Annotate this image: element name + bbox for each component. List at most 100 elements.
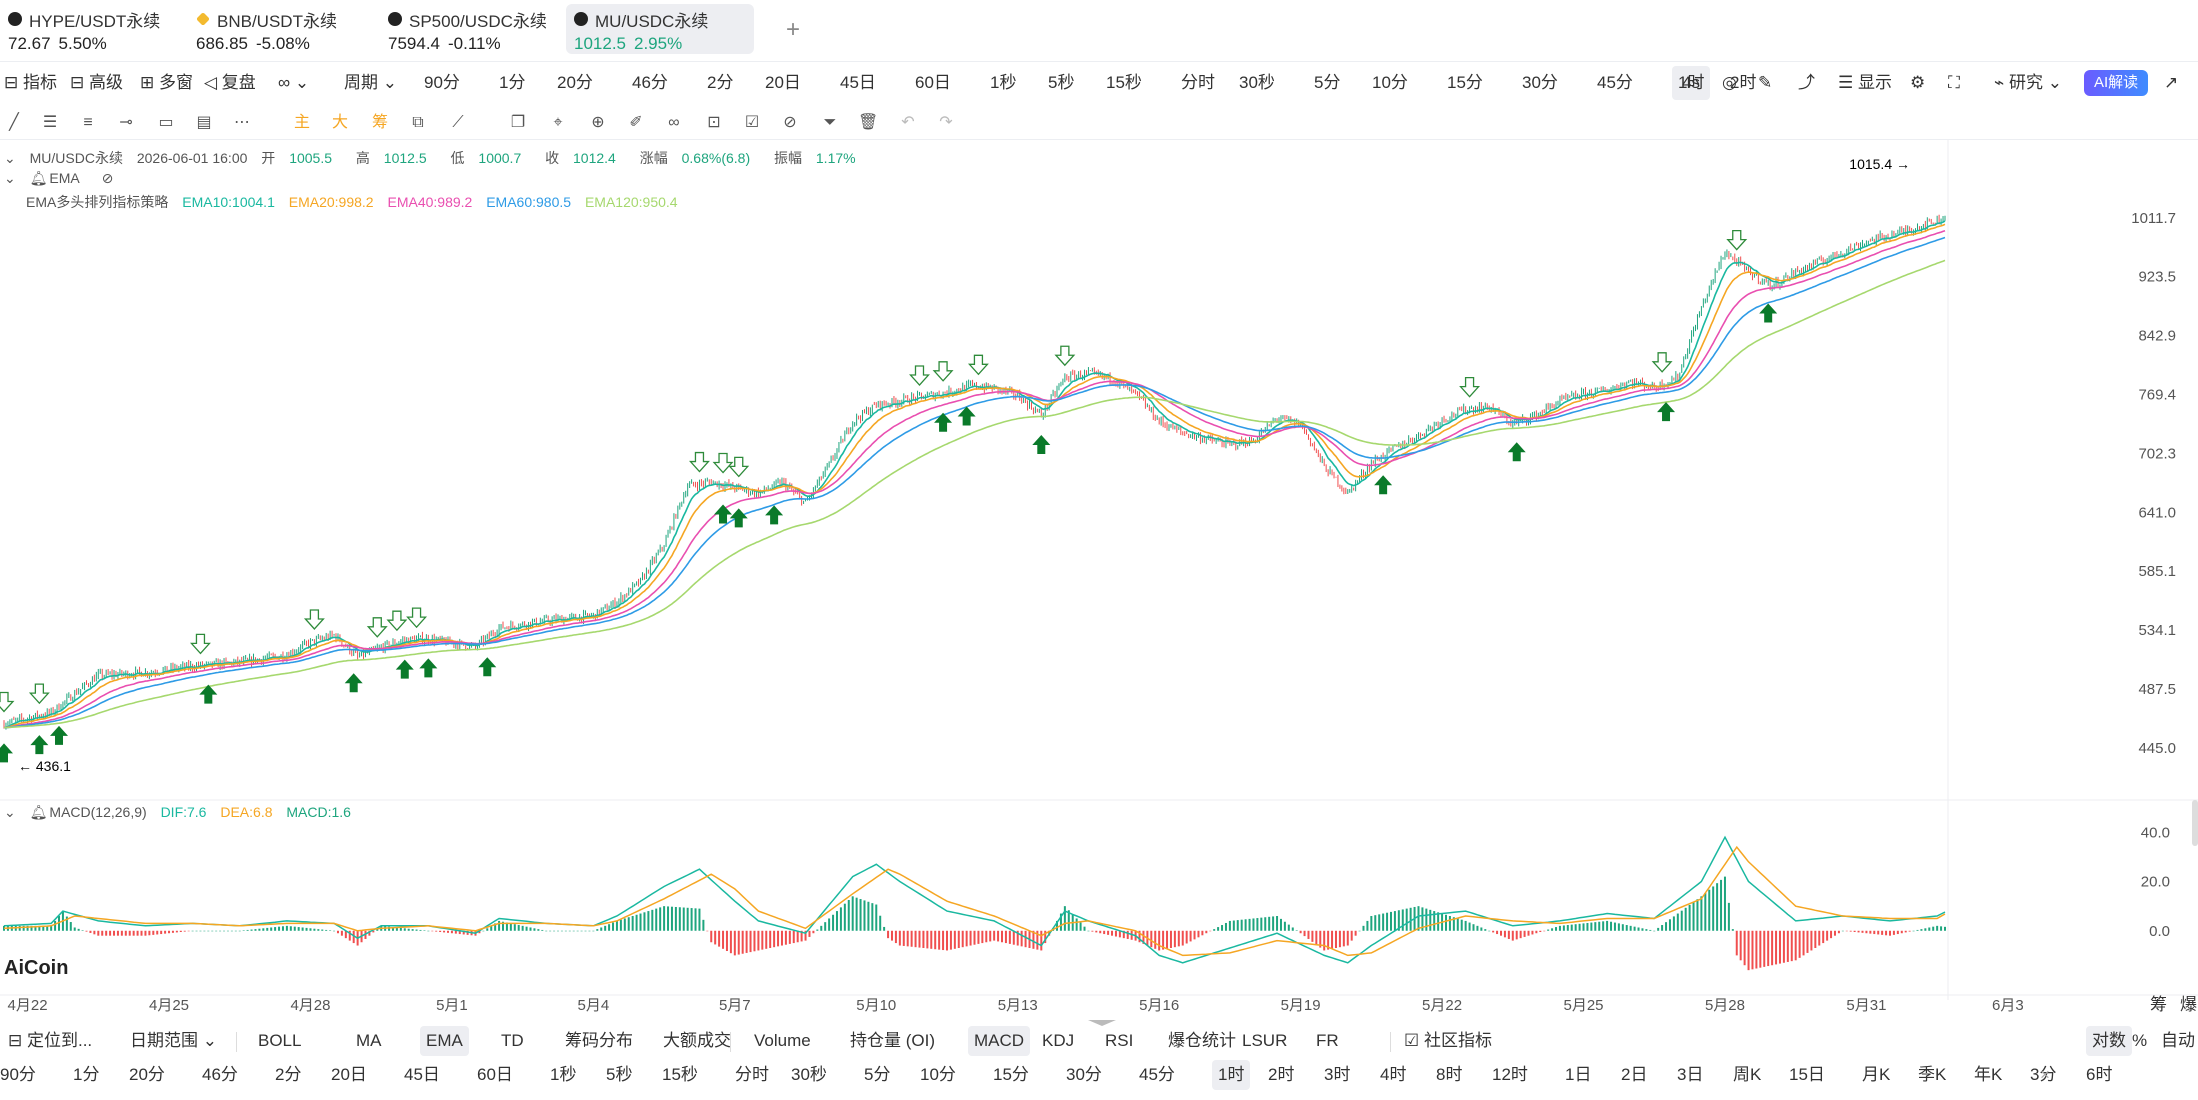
bottom-period-option-17[interactable]: 45分 xyxy=(1139,1065,1175,1084)
bottom-period-option-7[interactable]: 60日 xyxy=(477,1065,513,1084)
settings-icon[interactable]: ⚙ xyxy=(1910,73,1926,92)
period-option-5[interactable]: 20日 xyxy=(765,73,801,92)
edit-tool-icon[interactable]: ☑ xyxy=(744,114,760,131)
right-label-1[interactable]: 爆 xyxy=(2180,995,2197,1014)
close-icon[interactable]: × xyxy=(2040,1065,2050,1084)
sub-indicator-option-7[interactable]: FR xyxy=(1316,1031,1339,1050)
period-option-6[interactable]: 45日 xyxy=(840,73,876,92)
eye-icon[interactable]: ⊘ xyxy=(101,170,114,186)
refresh-interval[interactable]: 4s xyxy=(1682,73,1700,92)
multi-window-button[interactable]: ⊞ 多窗 xyxy=(140,73,193,92)
bottom-period-option-20[interactable]: 3时 xyxy=(1324,1065,1351,1084)
bottom-period-option-31[interactable]: 年K xyxy=(1974,1065,2003,1084)
bottom-period-option-24[interactable]: 1日 xyxy=(1565,1065,1592,1084)
period-option-15[interactable]: 15分 xyxy=(1447,73,1483,92)
bottom-period-option-19[interactable]: 2时 xyxy=(1268,1065,1295,1084)
research-button[interactable]: ⌁ 研究 ⌄ xyxy=(1994,73,2062,92)
bottom-period-option-8[interactable]: 1秒 xyxy=(550,1065,577,1084)
bottom-period-option-32[interactable]: 3分 xyxy=(2030,1065,2057,1084)
bottom-period-option-11[interactable]: 分时 xyxy=(735,1065,769,1084)
collapse-icon[interactable]: ⌄ xyxy=(4,170,16,186)
indicator-option-4[interactable]: 筹码分布 xyxy=(565,1031,633,1050)
community-indicator-button[interactable]: ☑ 社区指标 xyxy=(1404,1031,1492,1050)
bottom-period-option-12[interactable]: 30秒 xyxy=(791,1065,827,1084)
sub-indicator-option-3[interactable]: KDJ xyxy=(1042,1031,1075,1050)
period-option-0[interactable]: 90分 xyxy=(424,73,460,92)
indicator-option-2[interactable]: EMA xyxy=(420,1026,469,1056)
bottom-period-option-21[interactable]: 4时 xyxy=(1380,1065,1407,1084)
display-button[interactable]: ☰ 显示 xyxy=(1838,73,1892,92)
bottom-period-option-27[interactable]: 周K xyxy=(1733,1065,1762,1084)
replay-button[interactable]: ◁ 复盘 xyxy=(204,73,256,92)
collapse-icon[interactable]: ⌄ xyxy=(4,150,16,166)
add-tab-icon[interactable]: + xyxy=(786,16,801,43)
bottom-period-option-16[interactable]: 30分 xyxy=(1066,1065,1102,1084)
ticker-tab-bnb[interactable]: BNB/USDT永续 686.85 -5.08% xyxy=(188,4,378,54)
scale-option-0[interactable]: 对数 xyxy=(2086,1026,2132,1056)
line-tool-icon[interactable]: ╱ xyxy=(9,114,19,131)
filter-tool-icon[interactable]: ⏷ xyxy=(823,114,837,131)
bottom-period-option-23[interactable]: 12时 xyxy=(1492,1065,1528,1084)
period-option-3[interactable]: 46分 xyxy=(632,73,668,92)
pen-icon[interactable]: ✎ xyxy=(1758,73,1773,92)
sub-indicator-option-6[interactable]: LSUR xyxy=(1242,1031,1288,1050)
period-option-1[interactable]: 1分 xyxy=(499,73,526,92)
chip-tool[interactable]: 筹 xyxy=(371,114,388,131)
ticker-tab-mu[interactable]: MU/USDC永续 1012.5 2.95% xyxy=(566,4,754,54)
sub-indicator-option-2[interactable]: MACD xyxy=(968,1026,1031,1056)
undo-icon[interactable]: ↶ xyxy=(901,114,915,131)
text-tool-icon[interactable]: ▤ xyxy=(196,114,212,131)
period-option-10[interactable]: 15秒 xyxy=(1106,73,1142,92)
sub-indicator-option-1[interactable]: 持仓量 (OI) xyxy=(850,1031,935,1050)
big-tool[interactable]: 大 xyxy=(331,114,348,131)
sub-indicator-option-5[interactable]: 爆仓统计 xyxy=(1168,1031,1236,1050)
period-option-16[interactable]: 30分 xyxy=(1522,73,1558,92)
ruler-tool-icon[interactable]: ⌖ xyxy=(553,114,563,131)
compare-tool-icon[interactable]: ⧉ xyxy=(412,114,424,131)
period-option-18[interactable]: 1时 xyxy=(1672,66,1711,100)
period-option-2[interactable]: 20分 xyxy=(557,73,593,92)
redo-icon[interactable]: ↷ xyxy=(939,114,953,131)
bottom-period-option-33[interactable]: 6时 xyxy=(2086,1065,2113,1084)
period-dropdown[interactable]: 周期 ⌄ xyxy=(344,73,397,92)
bottom-period-option-13[interactable]: 5分 xyxy=(864,1065,891,1084)
price-chart[interactable]: 1011.7 923.5 842.9 769.4 702.3 641.0 585.1 534.… xyxy=(0,140,2198,1026)
magnet-tool-icon[interactable]: ∞ xyxy=(668,114,680,131)
bottom-period-option-29[interactable]: 月K xyxy=(1862,1065,1891,1084)
lock-tool-icon[interactable]: ⊡ xyxy=(707,114,721,131)
period-option-14[interactable]: 10分 xyxy=(1372,73,1408,92)
collapse-icon[interactable]: ⌄ xyxy=(4,804,16,820)
indicator-option-5[interactable]: 大额成交 xyxy=(663,1031,731,1050)
advanced-button[interactable]: ⊟ 高级 xyxy=(70,73,123,92)
bottom-period-option-0[interactable]: 90分 xyxy=(0,1065,36,1084)
bottom-period-option-3[interactable]: 46分 xyxy=(202,1065,238,1084)
scroll-handle[interactable] xyxy=(2192,800,2198,846)
fib-tool-icon[interactable]: ≡ xyxy=(83,114,93,131)
locate-button[interactable]: ⊟ 定位到... xyxy=(8,1031,93,1050)
chart-type-icon[interactable]: ∞ ⌄ xyxy=(278,73,310,92)
bell-icon[interactable]: 🔔︎ xyxy=(29,170,48,186)
period-option-7[interactable]: 60日 xyxy=(915,73,951,92)
rect-tool-icon[interactable]: ▭ xyxy=(158,114,174,131)
ticker-tab-sp500[interactable]: SP500/USDC永续 7594.4 -0.11% xyxy=(380,4,570,54)
bottom-period-option-14[interactable]: 10分 xyxy=(920,1065,956,1084)
period-option-17[interactable]: 45分 xyxy=(1597,73,1633,92)
indicator-option-3[interactable]: TD xyxy=(501,1031,524,1050)
brush-tool-icon[interactable]: ✐ xyxy=(629,114,643,131)
ticker-tab-hype[interactable]: HYPE/USDT永续 72.67 5.50% xyxy=(0,4,190,54)
ai-button[interactable]: AI解读 xyxy=(2084,70,2149,96)
scale-option-1[interactable]: % xyxy=(2132,1031,2148,1050)
date-range-dropdown[interactable]: 日期范围 ⌄ xyxy=(130,1031,217,1050)
indicator-option-1[interactable]: MA xyxy=(356,1031,382,1050)
bottom-period-option-4[interactable]: 2分 xyxy=(275,1065,302,1084)
main-tool[interactable]: 主 xyxy=(293,114,310,131)
hline-tool-icon[interactable]: ⊸ xyxy=(119,114,133,131)
indicator-option-0[interactable]: BOLL xyxy=(258,1031,302,1050)
fullscreen-icon[interactable]: ⛶ xyxy=(1948,73,1960,92)
timeline-handle[interactable] xyxy=(1088,1020,1116,1026)
bottom-period-option-18[interactable]: 1时 xyxy=(1212,1060,1251,1090)
bottom-period-option-26[interactable]: 3日 xyxy=(1677,1065,1704,1084)
bottom-period-option-28[interactable]: 15日 xyxy=(1789,1065,1825,1084)
bottom-period-option-5[interactable]: 20日 xyxy=(331,1065,367,1084)
bottom-period-option-6[interactable]: 45日 xyxy=(404,1065,440,1084)
